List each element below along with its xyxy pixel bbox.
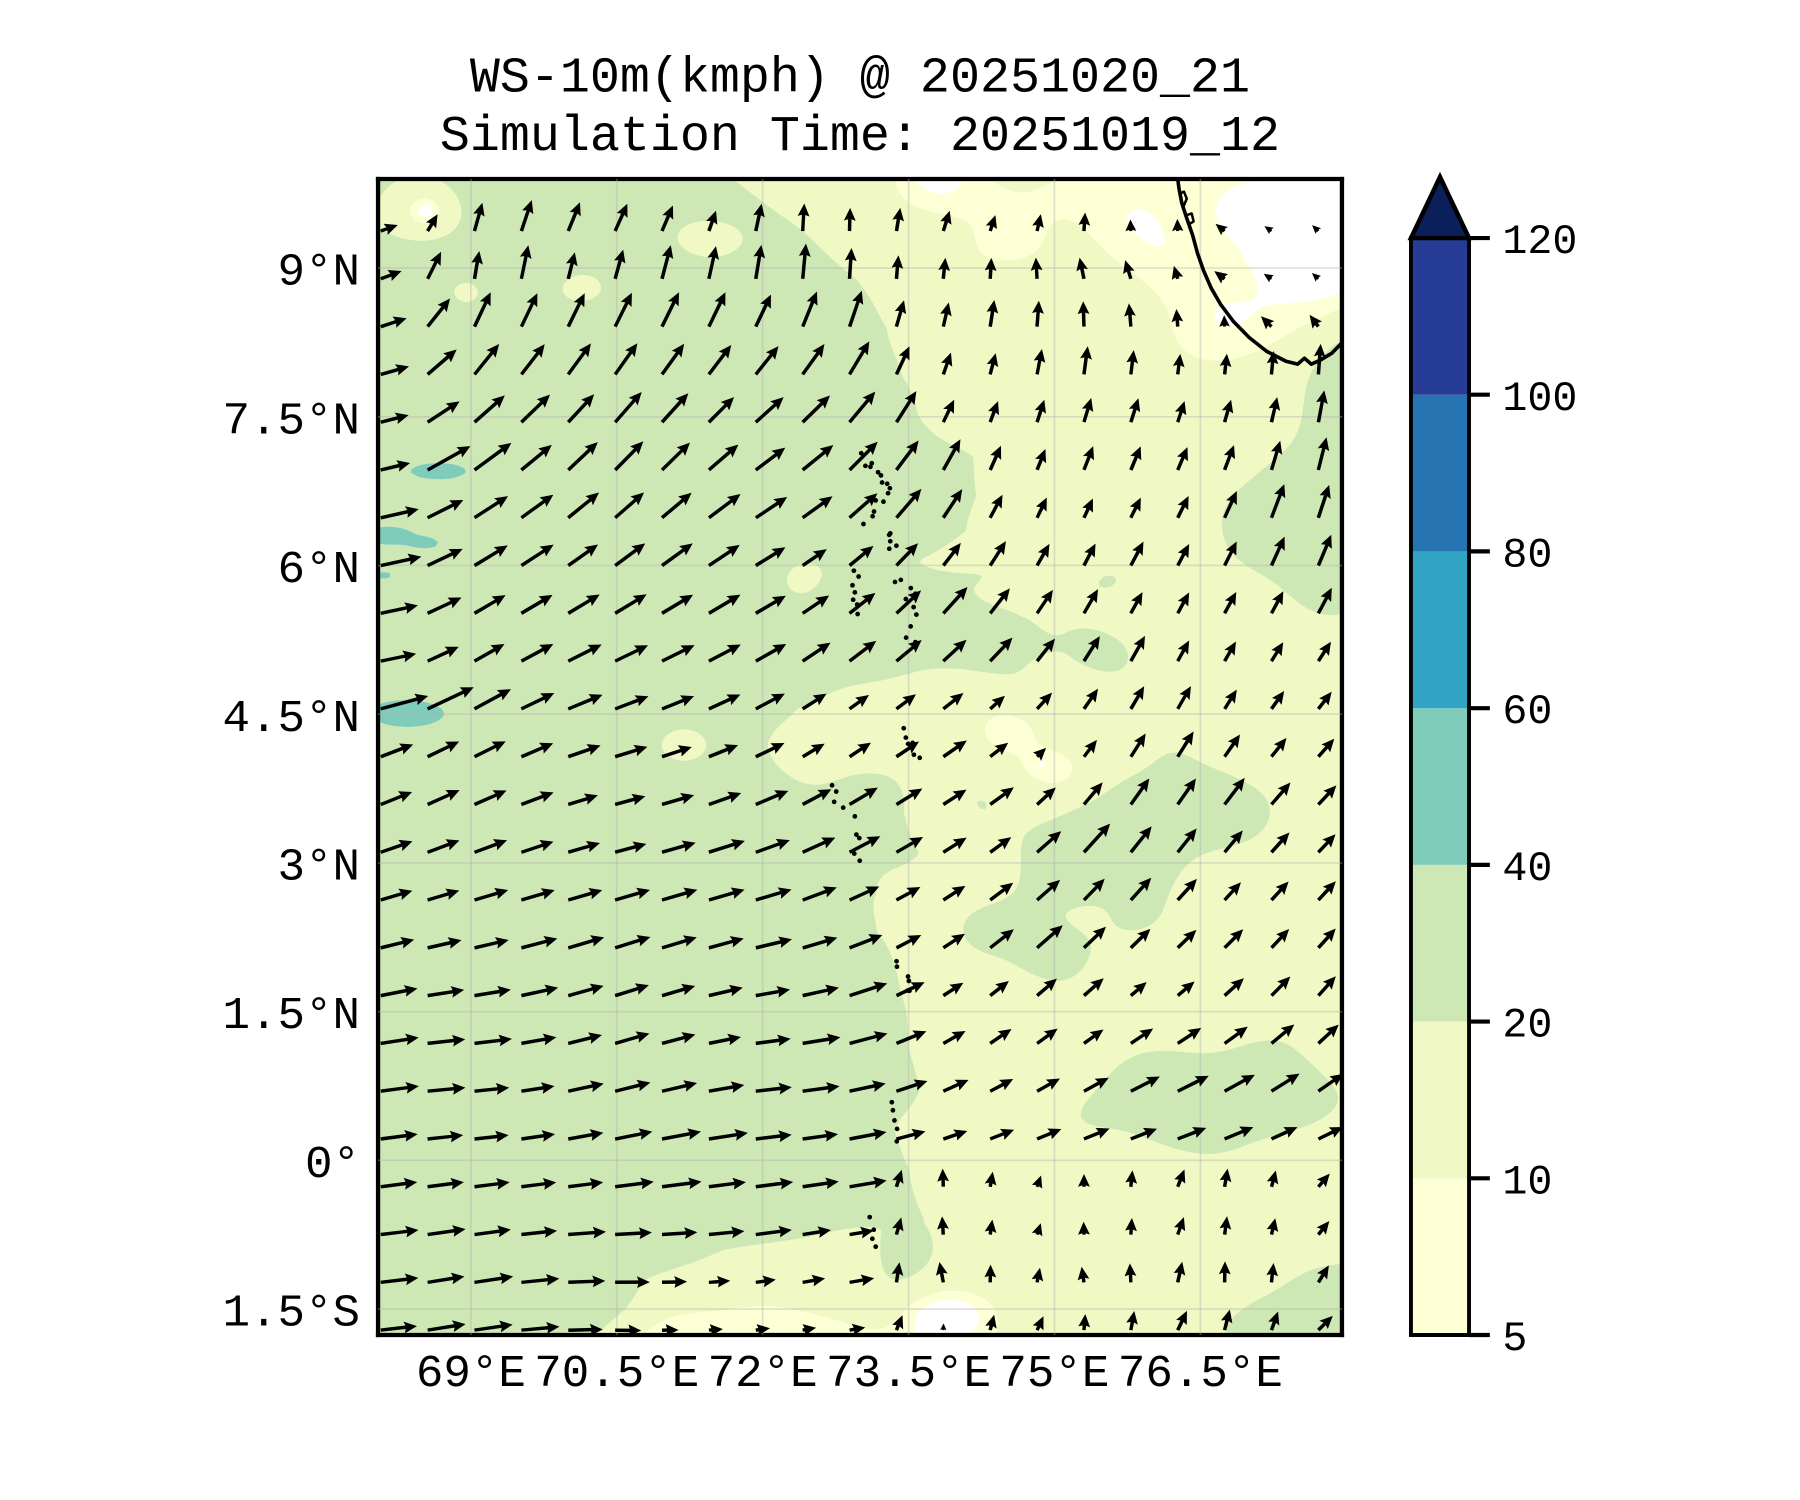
svg-text:4.5°N: 4.5°N	[222, 693, 360, 745]
svg-text:75°E: 75°E	[999, 1348, 1109, 1400]
svg-text:1.5°S: 1.5°S	[222, 1288, 360, 1340]
svg-text:Simulation Time: 20251019_12: Simulation Time: 20251019_12	[440, 109, 1280, 166]
svg-text:WS-10m(kmph) @ 20251020_21: WS-10m(kmph) @ 20251020_21	[470, 51, 1250, 108]
svg-text:60: 60	[1502, 688, 1552, 736]
svg-text:69°E: 69°E	[416, 1348, 526, 1400]
svg-text:120: 120	[1502, 218, 1577, 266]
svg-text:73.5°E: 73.5°E	[826, 1348, 991, 1400]
svg-text:76.5°E: 76.5°E	[1118, 1348, 1283, 1400]
svg-text:9°N: 9°N	[277, 247, 360, 299]
svg-text:40: 40	[1502, 845, 1552, 893]
svg-text:5: 5	[1502, 1315, 1527, 1363]
svg-text:1.5°N: 1.5°N	[222, 990, 360, 1042]
svg-text:70.5°E: 70.5°E	[534, 1348, 699, 1400]
svg-text:20: 20	[1502, 1002, 1552, 1050]
svg-text:72°E: 72°E	[708, 1348, 818, 1400]
svg-text:0°: 0°	[305, 1139, 360, 1191]
svg-text:3°N: 3°N	[277, 841, 360, 893]
svg-text:80: 80	[1502, 532, 1552, 580]
svg-text:10: 10	[1502, 1158, 1552, 1206]
svg-text:100: 100	[1502, 375, 1577, 423]
svg-text:6°N: 6°N	[277, 544, 360, 596]
svg-text:7.5°N: 7.5°N	[222, 395, 360, 447]
